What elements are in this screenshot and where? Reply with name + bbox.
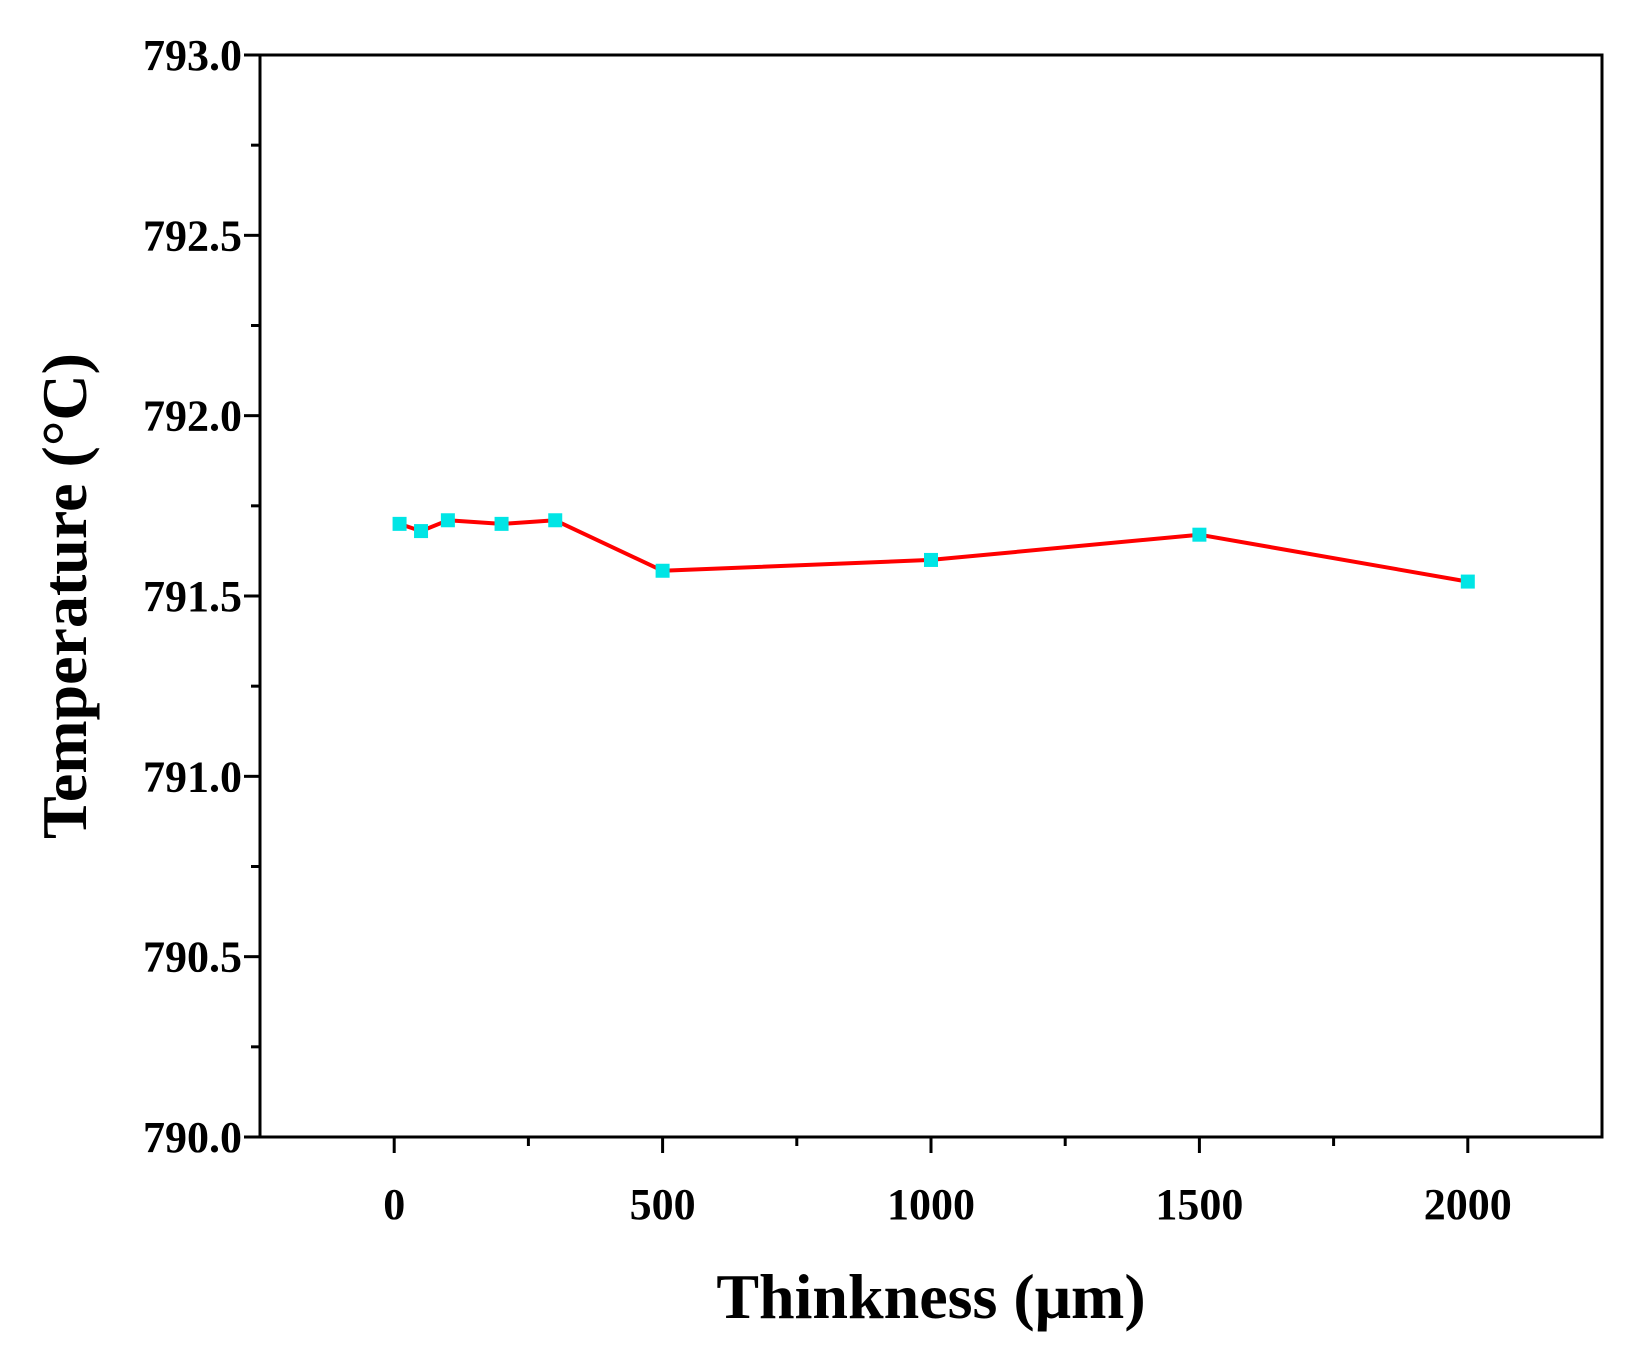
data-point	[655, 563, 670, 578]
data-point	[494, 516, 509, 531]
y-tick-label: 791.0	[143, 752, 242, 801]
x-axis-label: Thinkness (μm)	[716, 1261, 1145, 1332]
x-tick-label: 1500	[1155, 1180, 1243, 1229]
y-tick-label: 792.5	[143, 211, 242, 260]
y-axis-label: Temperature (°C)	[29, 353, 100, 839]
data-point	[1192, 527, 1207, 542]
x-axis: 0 500 1000 1500 2000	[383, 1137, 1512, 1229]
y-tick-label: 790.0	[143, 1113, 242, 1162]
x-tick-label: 500	[630, 1180, 696, 1229]
data-point	[548, 513, 563, 528]
y-tick-label: 790.5	[143, 933, 242, 982]
y-tick-label: 793.0	[143, 31, 242, 80]
data-point	[1460, 574, 1475, 589]
y-tick-label: 792.0	[143, 392, 242, 441]
data-point	[392, 516, 407, 531]
data-point	[924, 552, 938, 567]
x-tick-label: 2000	[1424, 1180, 1512, 1229]
y-tick-label: 791.5	[143, 572, 242, 621]
data-point	[414, 524, 429, 539]
x-tick-label: 0	[383, 1180, 405, 1229]
series-markers	[392, 513, 1475, 589]
y-axis: 790.0 790.5 791.0 791.5 792.0 792.5 793.0	[143, 31, 260, 1162]
data-point	[440, 513, 455, 528]
x-tick-label: 1000	[887, 1180, 975, 1229]
